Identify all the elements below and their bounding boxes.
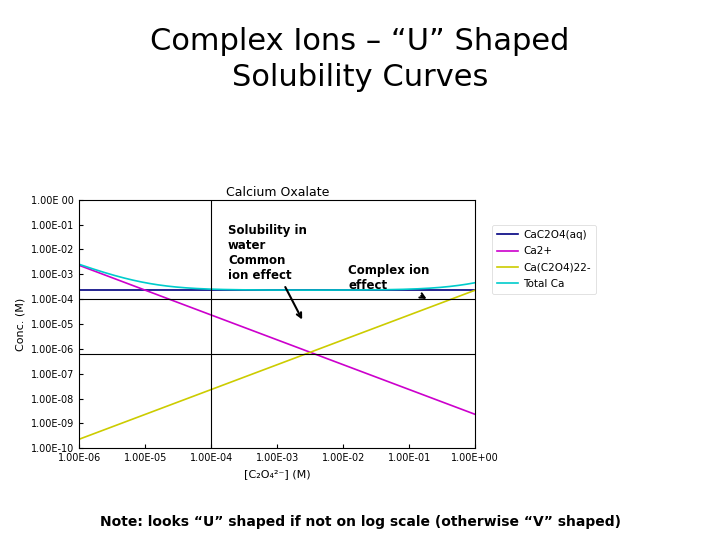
Ca2+ — [347, 364, 356, 371]
X-axis label: [C₂O₄²⁻] (M): [C₂O₄²⁻] (M) — [244, 469, 310, 478]
Total Ca — [235, 287, 243, 293]
CaC2O4(aq) — [75, 287, 84, 293]
CaC2O4(aq) — [391, 287, 400, 293]
Y-axis label: Conc. (M): Conc. (M) — [15, 298, 25, 350]
Total Ca — [115, 274, 124, 280]
Legend: CaC2O4(aq), Ca2+, Ca(C2O4)22-, Total Ca: CaC2O4(aq), Ca2+, Ca(C2O4)22-, Total Ca — [492, 225, 596, 294]
Ca2+ — [391, 381, 400, 388]
Text: Complex ion
effect: Complex ion effect — [348, 264, 430, 298]
Ca2+ — [115, 278, 124, 284]
Total Ca — [249, 287, 258, 293]
Line: Total Ca: Total Ca — [79, 264, 475, 290]
CaC2O4(aq) — [115, 287, 124, 293]
CaC2O4(aq) — [235, 287, 243, 293]
Ca(C2O4)22- — [235, 376, 243, 382]
Ca(C2O4)22- — [347, 334, 356, 340]
Total Ca — [391, 286, 400, 293]
Ca(C2O4)22- — [75, 436, 84, 442]
CaC2O4(aq) — [347, 287, 356, 293]
Text: Solubility in
water
Common
ion effect: Solubility in water Common ion effect — [228, 224, 307, 318]
Ca(C2O4)22- — [471, 287, 480, 293]
CaC2O4(aq) — [471, 287, 480, 293]
Ca(C2O4)22- — [391, 317, 400, 323]
Text: Note: looks “U” shaped if not on log scale (otherwise “V” shaped): Note: looks “U” shaped if not on log sca… — [99, 515, 621, 529]
Ca2+ — [471, 411, 480, 417]
Ca2+ — [75, 262, 84, 268]
Line: Ca2+: Ca2+ — [79, 265, 475, 414]
Text: Complex Ions – “U” Shaped
Solubility Curves: Complex Ions – “U” Shaped Solubility Cur… — [150, 27, 570, 92]
Total Ca — [347, 287, 356, 293]
Ca(C2O4)22- — [115, 421, 124, 427]
Ca(C2O4)22- — [249, 370, 258, 377]
Total Ca — [384, 286, 392, 293]
Total Ca — [306, 287, 315, 293]
Total Ca — [75, 261, 84, 267]
Ca2+ — [384, 379, 392, 385]
Line: Ca(C2O4)22-: Ca(C2O4)22- — [79, 290, 475, 439]
Ca2+ — [249, 328, 258, 334]
Total Ca — [471, 280, 480, 286]
Ca2+ — [235, 322, 243, 329]
CaC2O4(aq) — [249, 287, 258, 293]
Ca(C2O4)22- — [384, 320, 392, 326]
CaC2O4(aq) — [384, 287, 392, 293]
Title: Calcium Oxalate: Calcium Oxalate — [225, 186, 329, 199]
